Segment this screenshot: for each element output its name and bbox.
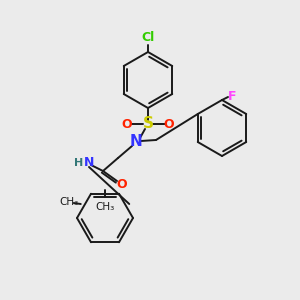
Text: CH₃: CH₃ (95, 202, 115, 212)
Text: N: N (84, 157, 94, 169)
Text: F: F (228, 89, 236, 103)
Text: Cl: Cl (141, 31, 154, 44)
Text: H: H (74, 158, 83, 168)
Text: S: S (142, 116, 154, 131)
Text: N: N (130, 134, 142, 149)
Text: CH₃: CH₃ (59, 197, 78, 207)
Text: O: O (122, 118, 132, 130)
Text: O: O (164, 118, 174, 130)
Text: O: O (117, 178, 127, 190)
